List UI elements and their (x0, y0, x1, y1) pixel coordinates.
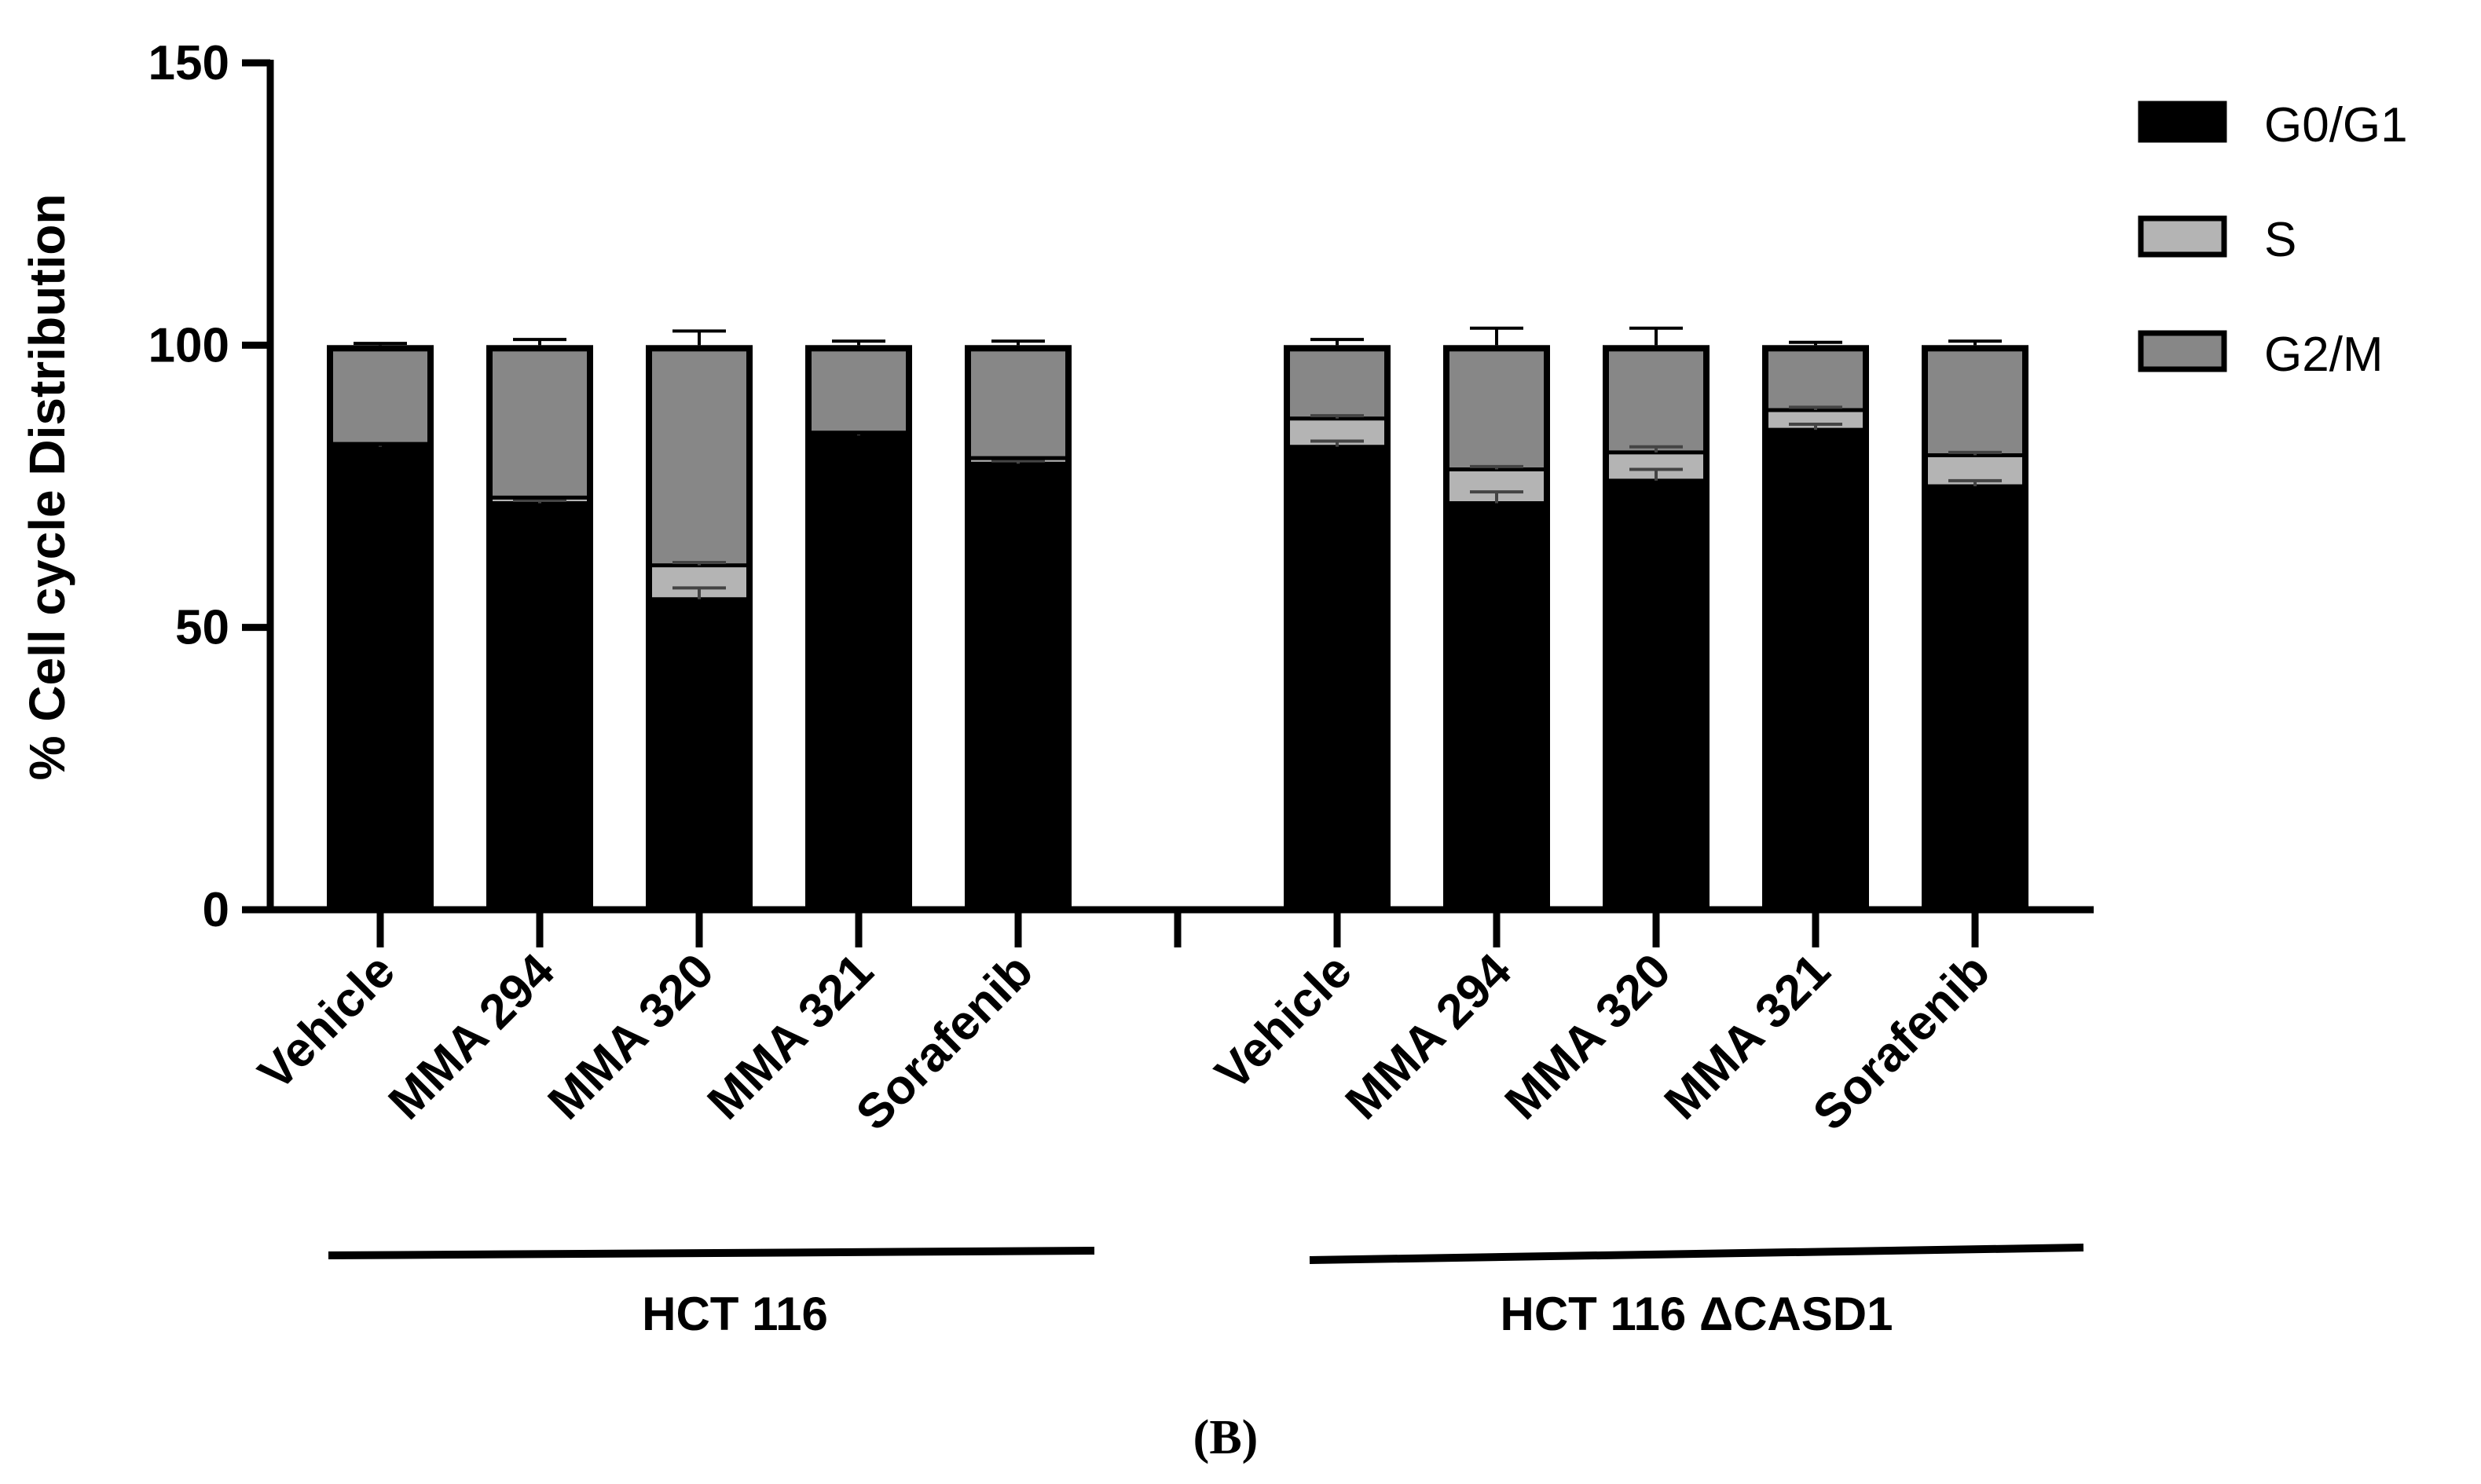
y-tick-label-100: 100 (148, 318, 229, 372)
legend-swatch-g0-g1 (2138, 101, 2227, 143)
bar-stack-hct116-casd1-mma-294 (1443, 326, 1550, 911)
bar-segment-g2-m-8 (1762, 345, 1869, 410)
y-axis-title: % Cell cycle Distribution (19, 194, 75, 781)
bar-segment-g0-g1-0 (327, 446, 434, 910)
bar-stack-hct116-casd1-sorafenib (1922, 339, 2028, 911)
group-line-hct-116 (328, 1247, 1095, 1259)
x-tick-label-mma-320-2: MMA 320 (538, 944, 724, 1130)
x-tick-label-mma-294-6: MMA 294 (1336, 944, 1523, 1130)
legend-label-s: S (2264, 213, 2296, 267)
y-tick-label-0: 0 (203, 883, 229, 937)
bar-segment-g0-g1-4 (965, 464, 1072, 910)
y-tick-label-50: 50 (175, 601, 229, 655)
bar-segment-g0-g1-7 (1603, 480, 1710, 910)
bar-segment-g0-g1-3 (805, 435, 912, 910)
bar-segment-g2-m-9 (1922, 345, 2028, 456)
bar-stack-hct116-casd1-mma-321 (1762, 340, 1869, 911)
bar-stack-hct116-sorafenib (965, 339, 1072, 911)
bar-segment-g2-m-5 (1284, 345, 1391, 419)
legend-swatch-g2-m (2138, 330, 2227, 372)
x-tick-label-vehicle-5: Vehicle (1205, 944, 1362, 1101)
bar-segment-g2-m-3 (805, 345, 912, 433)
x-tick-label-vehicle-0: Vehicle (248, 944, 405, 1101)
bar-stack-hct116-mma-321 (805, 339, 912, 911)
bar-segment-g0-g1-5 (1284, 446, 1391, 910)
bar-segment-g2-m-6 (1443, 345, 1550, 470)
group-label-hct-116-casd1: HCT 116 ΔCASD1 (1501, 1288, 1893, 1340)
axes-layer (242, 59, 2094, 1264)
bar-stack-hct116-casd1-vehicle (1284, 338, 1391, 911)
bar-segment-g0-g1-9 (1922, 486, 2028, 910)
y-tick-label-150: 150 (148, 36, 229, 90)
bar-segment-g2-m-1 (486, 345, 593, 498)
group-line-hct-116-casd1 (1309, 1244, 2084, 1264)
bar-segment-g0-g1-2 (646, 599, 753, 910)
group-label-hct-116: HCT 116 (642, 1288, 828, 1340)
legend: G0/G1 S G2/M (2138, 98, 2408, 382)
bar-stack-hct116-casd1-mma-320 (1603, 326, 1710, 911)
bar-segment-g2-m-4 (965, 345, 1072, 459)
legend-label-g0-g1: G0/G1 (2264, 98, 2408, 152)
bar-stack-hct116-mma-294 (486, 338, 593, 911)
bar-segment-g0-g1-8 (1762, 430, 1869, 910)
panel-label: (B) (1193, 1411, 1259, 1464)
legend-label-g2-m: G2/M (2264, 328, 2384, 382)
bar-stack-hct116-mma-320 (646, 329, 753, 911)
bar-segment-g2-m-0 (327, 345, 434, 445)
bar-segment-g0-g1-1 (486, 503, 593, 910)
x-tick-label-sorafenib-4: Sorafenib (846, 944, 1043, 1141)
x-tick-label-mma-294-1: MMA 294 (379, 944, 566, 1130)
x-tick-label-sorafenib-9: Sorafenib (1803, 944, 2000, 1141)
x-tick-label-mma-320-7: MMA 320 (1495, 944, 1681, 1130)
bar-segment-g0-g1-6 (1443, 503, 1550, 910)
bar-stack-hct116-vehicle (327, 342, 434, 911)
bar-segment-g2-m-7 (1603, 345, 1710, 453)
legend-swatch-s (2138, 215, 2227, 258)
bar-segment-g2-m-2 (646, 345, 753, 566)
bars-layer (327, 326, 2028, 911)
